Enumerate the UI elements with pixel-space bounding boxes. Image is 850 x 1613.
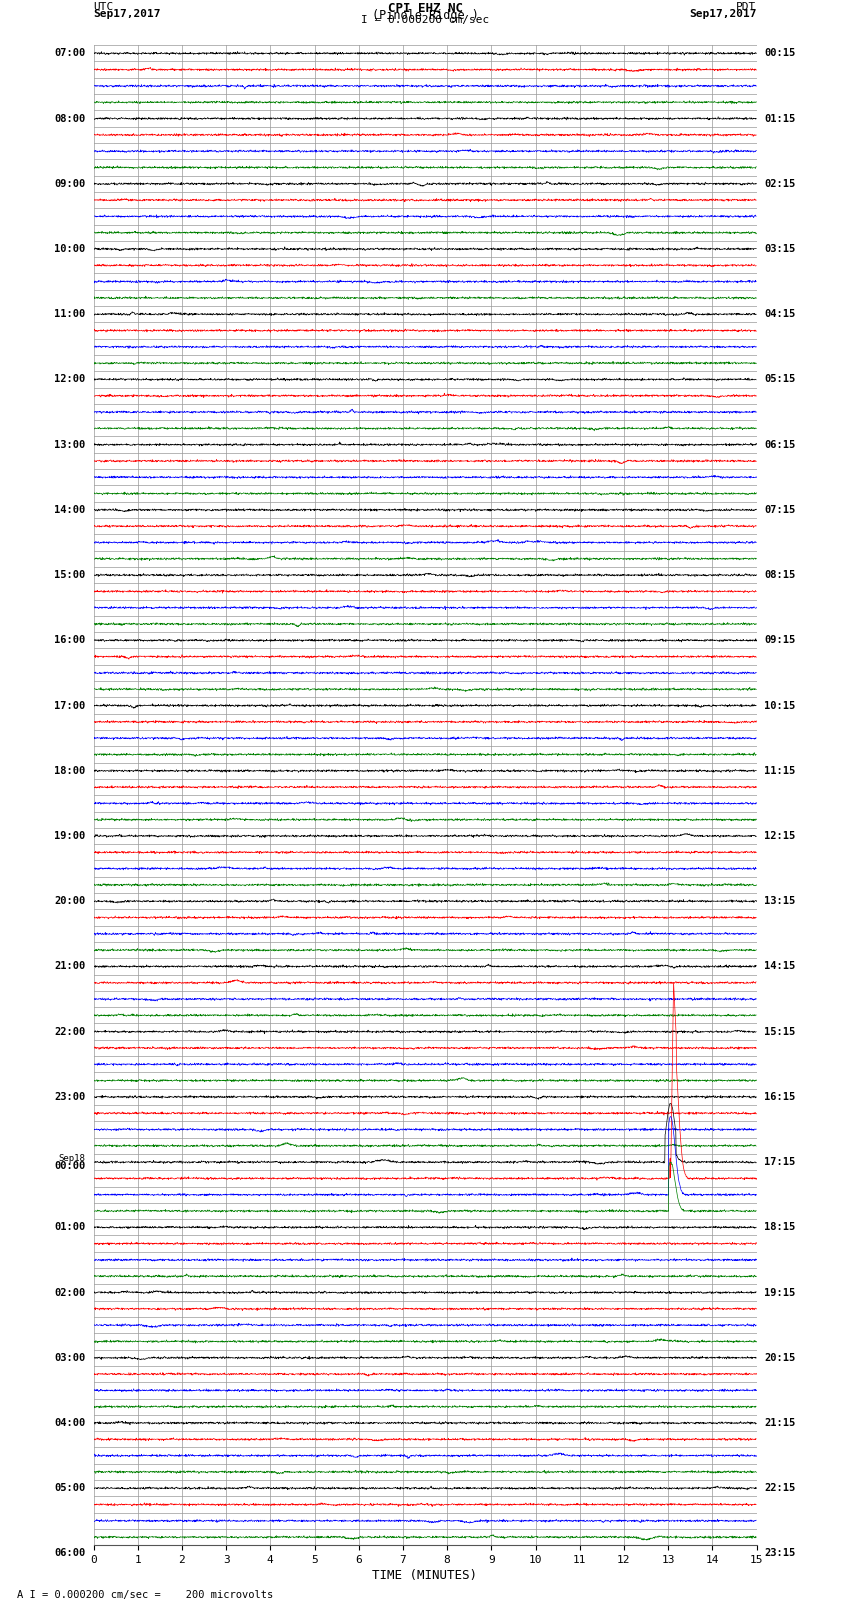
Text: 11:00: 11:00 xyxy=(54,310,86,319)
Text: 23:15: 23:15 xyxy=(764,1548,796,1558)
Text: 12:00: 12:00 xyxy=(54,374,86,384)
Text: 09:00: 09:00 xyxy=(54,179,86,189)
Text: 21:15: 21:15 xyxy=(764,1418,796,1428)
Text: 03:15: 03:15 xyxy=(764,244,796,253)
Text: 21:00: 21:00 xyxy=(54,961,86,971)
X-axis label: TIME (MINUTES): TIME (MINUTES) xyxy=(372,1569,478,1582)
Text: 06:15: 06:15 xyxy=(764,440,796,450)
Text: I = 0.000200 cm/sec: I = 0.000200 cm/sec xyxy=(361,16,489,26)
Text: 01:15: 01:15 xyxy=(764,113,796,124)
Text: 13:00: 13:00 xyxy=(54,440,86,450)
Text: 02:00: 02:00 xyxy=(54,1287,86,1297)
Text: 14:00: 14:00 xyxy=(54,505,86,515)
Text: 18:15: 18:15 xyxy=(764,1223,796,1232)
Text: 07:00: 07:00 xyxy=(54,48,86,58)
Text: 17:15: 17:15 xyxy=(764,1157,796,1168)
Text: 04:00: 04:00 xyxy=(54,1418,86,1428)
Text: CPI EHZ NC: CPI EHZ NC xyxy=(388,3,462,16)
Text: 11:15: 11:15 xyxy=(764,766,796,776)
Text: 09:15: 09:15 xyxy=(764,636,796,645)
Text: (Pinole Ridge ): (Pinole Ridge ) xyxy=(371,10,479,23)
Text: 08:00: 08:00 xyxy=(54,113,86,124)
Text: 05:15: 05:15 xyxy=(764,374,796,384)
Text: 00:15: 00:15 xyxy=(764,48,796,58)
Text: 19:00: 19:00 xyxy=(54,831,86,840)
Text: 10:15: 10:15 xyxy=(764,700,796,711)
Text: 13:15: 13:15 xyxy=(764,897,796,907)
Text: PDT: PDT xyxy=(736,3,756,13)
Text: 04:15: 04:15 xyxy=(764,310,796,319)
Text: 05:00: 05:00 xyxy=(54,1484,86,1494)
Text: 10:00: 10:00 xyxy=(54,244,86,253)
Text: A I = 0.000200 cm/sec =    200 microvolts: A I = 0.000200 cm/sec = 200 microvolts xyxy=(17,1590,273,1600)
Text: Sep17,2017: Sep17,2017 xyxy=(689,10,756,19)
Text: 22:00: 22:00 xyxy=(54,1026,86,1037)
Text: 14:15: 14:15 xyxy=(764,961,796,971)
Text: 08:15: 08:15 xyxy=(764,569,796,581)
Text: 15:00: 15:00 xyxy=(54,569,86,581)
Text: 19:15: 19:15 xyxy=(764,1287,796,1297)
Text: UTC: UTC xyxy=(94,3,114,13)
Text: 18:00: 18:00 xyxy=(54,766,86,776)
Text: 06:00: 06:00 xyxy=(54,1548,86,1558)
Text: 02:15: 02:15 xyxy=(764,179,796,189)
Text: 03:00: 03:00 xyxy=(54,1353,86,1363)
Text: 20:00: 20:00 xyxy=(54,897,86,907)
Text: 00:00: 00:00 xyxy=(54,1161,86,1171)
Text: 16:00: 16:00 xyxy=(54,636,86,645)
Text: Sep18: Sep18 xyxy=(59,1153,86,1163)
Text: 01:00: 01:00 xyxy=(54,1223,86,1232)
Text: 12:15: 12:15 xyxy=(764,831,796,840)
Text: 20:15: 20:15 xyxy=(764,1353,796,1363)
Text: 16:15: 16:15 xyxy=(764,1092,796,1102)
Text: 07:15: 07:15 xyxy=(764,505,796,515)
Text: 23:00: 23:00 xyxy=(54,1092,86,1102)
Text: 15:15: 15:15 xyxy=(764,1026,796,1037)
Text: 17:00: 17:00 xyxy=(54,700,86,711)
Text: 22:15: 22:15 xyxy=(764,1484,796,1494)
Text: Sep17,2017: Sep17,2017 xyxy=(94,10,161,19)
